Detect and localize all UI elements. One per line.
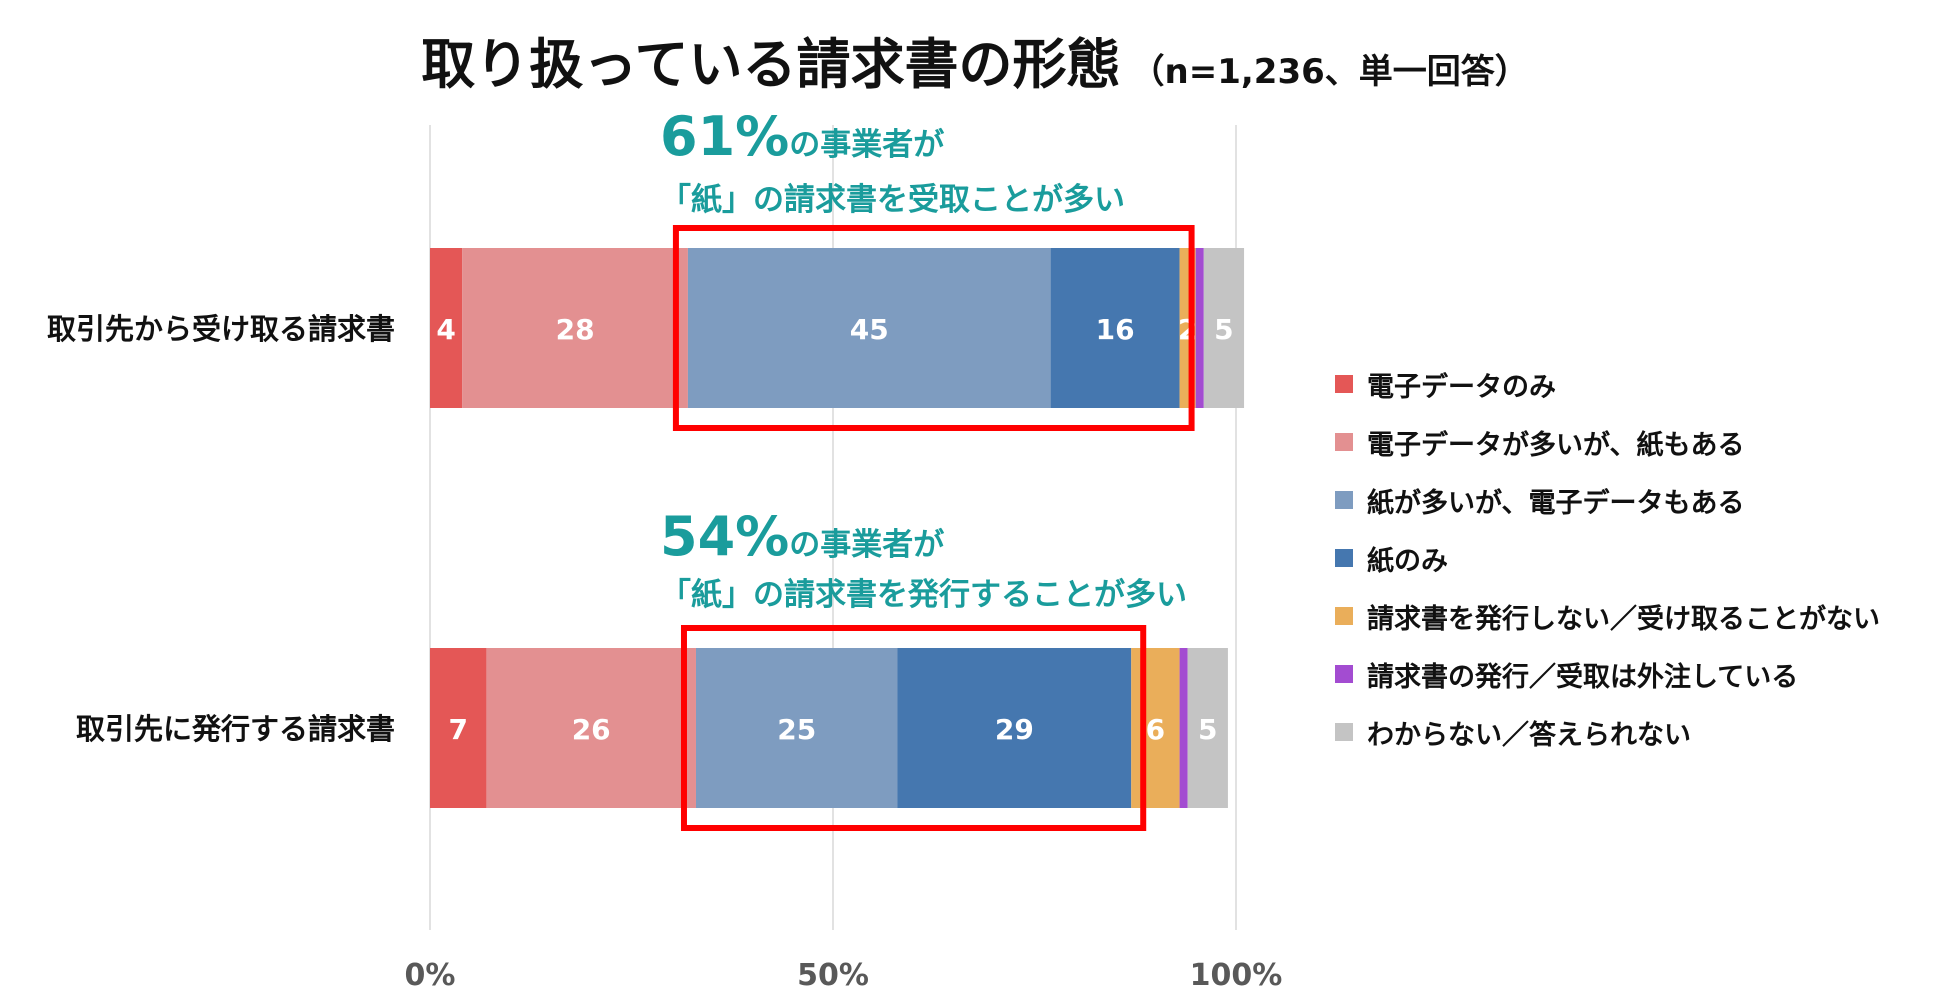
data-label: 45 <box>850 313 889 346</box>
category-label: 取引先に発行する請求書 <box>76 712 395 746</box>
data-label: 16 <box>1096 313 1135 346</box>
legend-swatch <box>1335 375 1353 393</box>
annotation-percent: 61% <box>660 105 789 168</box>
annotation-headline: 61%の事業者が <box>660 105 944 168</box>
bar-segment <box>687 248 1051 408</box>
legend-swatch <box>1335 433 1353 451</box>
legend-label: 紙が多いが、電子データもある <box>1367 487 1745 519</box>
x-tick-label: 100% <box>1190 958 1283 993</box>
bar-segment <box>1187 648 1228 808</box>
data-label: 5 <box>1198 713 1217 746</box>
category-label: 取引先から受け取る請求書 <box>47 312 395 346</box>
highlight-box <box>672 225 1195 431</box>
annotation-text: の事業者が <box>789 527 944 563</box>
legend-swatch <box>1335 607 1353 625</box>
legend-label: 請求書の発行／受取は外注している <box>1367 661 1799 693</box>
annotation-percent: 54% <box>660 505 789 568</box>
bar-segment <box>897 648 1132 808</box>
data-label: 5 <box>1214 313 1233 346</box>
annotation-text: の事業者が <box>789 127 944 163</box>
legend-item: 請求書の発行／受取は外注している <box>1335 645 1935 703</box>
x-tick-label: 50% <box>797 958 869 993</box>
bar-segment <box>1203 248 1245 408</box>
legend-item: 紙が多いが、電子データもある <box>1335 471 1935 529</box>
bar-segment <box>695 648 898 808</box>
x-tick-label: 0% <box>405 958 456 993</box>
annotation-subline: 「紙」の請求書を受取ことが多い <box>660 182 1125 218</box>
bar-segment <box>1195 248 1204 408</box>
legend-item: 電子データのみ <box>1335 355 1935 413</box>
bar-segment <box>430 648 487 808</box>
legend-item: わからない／答えられない <box>1335 703 1935 761</box>
data-label: 26 <box>572 713 611 746</box>
legend-swatch <box>1335 723 1353 741</box>
legend-label: わからない／答えられない <box>1367 719 1691 751</box>
legend-swatch <box>1335 549 1353 567</box>
data-label: 4 <box>436 313 455 346</box>
legend: 電子データのみ電子データが多いが、紙もある 紙が多いが、電子データもある 紙のみ請求… <box>1335 355 1935 761</box>
bar-segment <box>486 648 696 808</box>
legend-item: 電子データが多いが、紙もある <box>1335 413 1935 471</box>
chart-subtitle: （n=1,236、単一回答） <box>1130 52 1529 92</box>
legend-item: 請求書を発行しない／受け取ることがない <box>1335 587 1935 645</box>
legend-label: 紙のみ <box>1367 545 1448 577</box>
data-label: 29 <box>995 713 1034 746</box>
highlight-box <box>680 625 1147 831</box>
bar-segment <box>1050 248 1180 408</box>
legend-swatch <box>1335 491 1353 509</box>
data-label: 28 <box>556 313 595 346</box>
bar-segment <box>1179 648 1188 808</box>
legend-label: 電子データのみ <box>1367 371 1556 403</box>
annotation-subline: 「紙」の請求書を発行することが多い <box>660 577 1187 613</box>
bar-segment <box>430 248 463 408</box>
chart-title-main: 取り扱っている請求書の形態 <box>421 33 1121 96</box>
legend-label: 電子データが多いが、紙もある <box>1367 429 1745 461</box>
legend-swatch <box>1335 665 1353 683</box>
bar-segment <box>1131 648 1180 808</box>
legend-item: 紙のみ <box>1335 529 1935 587</box>
legend-label: 請求書を発行しない／受け取ることがない <box>1367 603 1880 635</box>
data-label: 7 <box>448 713 467 746</box>
bar-segment <box>462 248 688 408</box>
data-label: 6 <box>1146 713 1165 746</box>
data-label: 25 <box>777 713 816 746</box>
chart-title: 取り扱っている請求書の形態 （n=1,236、単一回答） <box>0 20 1950 99</box>
annotation-headline: 54%の事業者が <box>660 505 944 568</box>
